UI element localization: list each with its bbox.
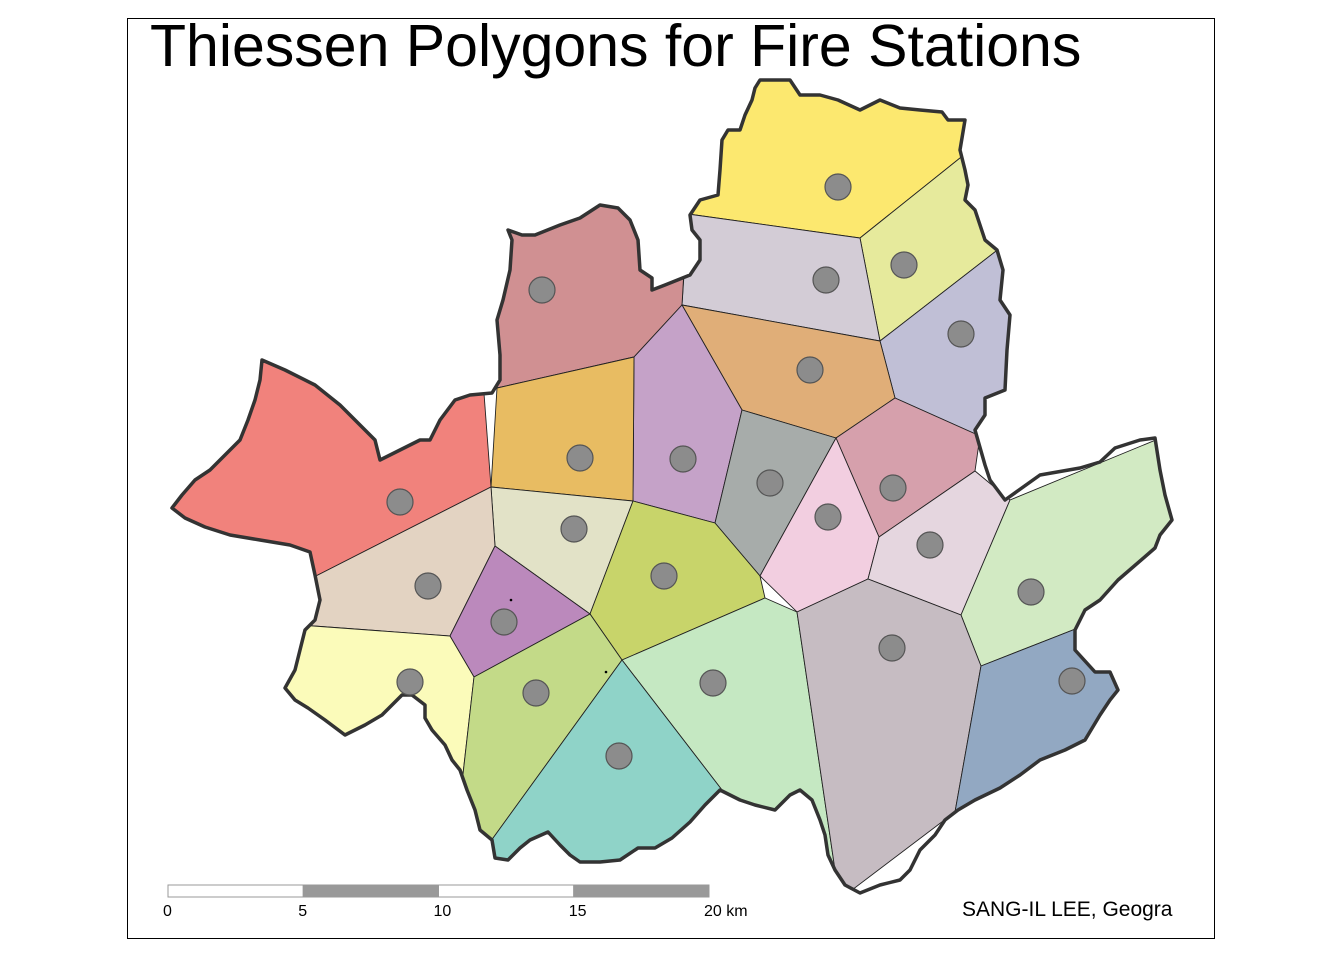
- fire-station-marker: [812, 266, 840, 294]
- map-frame: [127, 18, 1215, 939]
- scale-bar-label: 15: [569, 903, 587, 920]
- fire-station-marker: [878, 634, 906, 662]
- fire-station-marker: [1058, 667, 1086, 695]
- scale-bar-label: 20 km: [704, 903, 748, 920]
- thiessen-polygon: [796, 578, 982, 893]
- fire-stations: [386, 173, 1086, 770]
- fire-station-marker: [814, 503, 842, 531]
- author-credit: SANG-IL LEE, Geogra: [962, 898, 1173, 921]
- fire-station-marker: [386, 488, 414, 516]
- scale-bar-segment: [573, 884, 710, 898]
- fire-station-marker: [879, 474, 907, 502]
- fire-station-marker: [756, 469, 784, 497]
- fire-station-marker: [528, 276, 556, 304]
- fire-station-marker: [699, 669, 727, 697]
- thiessen-polygon: [279, 624, 475, 801]
- point-marker: [604, 670, 608, 674]
- scale-bar-label: 0: [163, 903, 172, 920]
- fire-station-marker: [605, 742, 633, 770]
- scale-bar-segment: [167, 884, 304, 898]
- fire-station-marker: [890, 251, 918, 279]
- scale-bar-segment: [438, 884, 575, 898]
- fire-station-marker: [396, 668, 424, 696]
- fire-station-marker: [824, 173, 852, 201]
- fire-station-marker: [650, 562, 678, 590]
- scale-bar: 0 5 10 15 20 km: [163, 884, 748, 920]
- fire-station-marker: [1017, 578, 1045, 606]
- point-marker: [509, 598, 513, 602]
- fire-station-marker: [560, 515, 588, 543]
- city-boundary: [170, 78, 1174, 895]
- fire-station-marker: [414, 572, 442, 600]
- scale-bar-label: 5: [298, 903, 307, 920]
- scale-bar-segment: [302, 884, 439, 898]
- fire-station-marker: [522, 679, 550, 707]
- fire-station-marker: [669, 445, 697, 473]
- scale-bar-label: 10: [434, 903, 452, 920]
- map-title: Thiessen Polygons for Fire Stations: [150, 13, 1082, 79]
- fire-station-marker: [490, 608, 518, 636]
- fire-station-marker: [566, 444, 594, 472]
- fire-station-marker: [916, 531, 944, 559]
- fire-station-marker: [947, 320, 975, 348]
- fire-station-marker: [796, 356, 824, 384]
